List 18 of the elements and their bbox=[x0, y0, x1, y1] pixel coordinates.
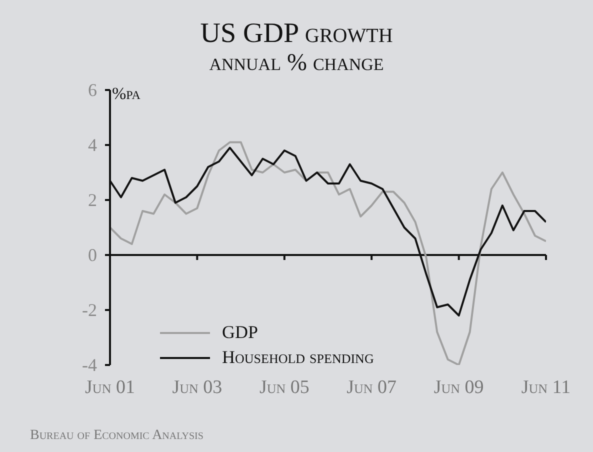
x-tick-label: Jun 11 bbox=[521, 377, 571, 398]
y-tick-label: 2 bbox=[88, 190, 97, 210]
y-tick-label: 0 bbox=[88, 245, 97, 265]
y-tick-label: 4 bbox=[88, 135, 97, 155]
y-tick-label: -4 bbox=[82, 355, 97, 375]
text: Bureau of Economic Analysis bbox=[30, 428, 204, 444]
chart-subtitle: annual % change bbox=[208, 50, 385, 77]
legend-label: Household spending bbox=[222, 347, 374, 368]
chart-title: US GDP growth bbox=[199, 18, 394, 50]
y-tick-label: -2 bbox=[82, 300, 97, 320]
x-tick-label: Jun 03 bbox=[172, 377, 222, 398]
x-tick-label: Jun 05 bbox=[259, 377, 310, 398]
legend-label: GDP bbox=[222, 322, 258, 343]
y-tick-label: 6 bbox=[88, 80, 97, 100]
y-axis-title: %pa bbox=[112, 84, 140, 104]
x-tick-label: Jun 07 bbox=[346, 377, 397, 398]
x-tick-label: Jun 09 bbox=[434, 377, 484, 398]
x-tick-label: Jun 01 bbox=[85, 377, 135, 398]
